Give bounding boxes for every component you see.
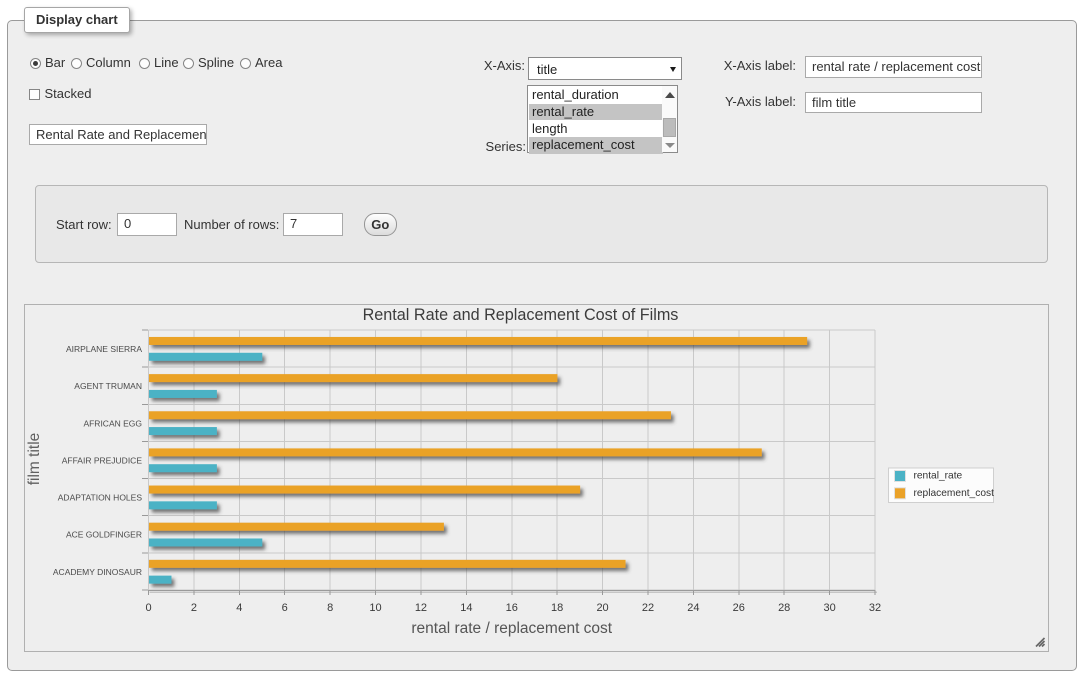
svg-text:18: 18 — [551, 602, 563, 614]
svg-text:8: 8 — [327, 602, 333, 614]
svg-text:32: 32 — [869, 602, 881, 614]
svg-text:10: 10 — [369, 602, 381, 614]
svg-text:20: 20 — [596, 602, 608, 614]
svg-text:replacement_cost: replacement_cost — [914, 488, 995, 499]
svg-text:AIRPLANE SIERRA: AIRPLANE SIERRA — [66, 344, 142, 354]
svg-text:30: 30 — [823, 602, 835, 614]
svg-text:rental rate / replacement cost: rental rate / replacement cost — [411, 620, 612, 637]
svg-text:16: 16 — [506, 602, 518, 614]
svg-text:14: 14 — [460, 602, 472, 614]
svg-text:6: 6 — [282, 602, 288, 614]
svg-text:AFFAIR PREJUDICE: AFFAIR PREJUDICE — [62, 455, 143, 465]
svg-text:0: 0 — [145, 602, 151, 614]
svg-text:rental_rate: rental_rate — [914, 471, 963, 482]
svg-text:26: 26 — [733, 602, 745, 614]
svg-text:24: 24 — [687, 602, 699, 614]
svg-text:AFRICAN EGG: AFRICAN EGG — [83, 418, 142, 428]
svg-text:ADAPTATION HOLES: ADAPTATION HOLES — [58, 493, 143, 503]
svg-text:2: 2 — [191, 602, 197, 614]
svg-text:ACADEMY DINOSAUR: ACADEMY DINOSAUR — [53, 567, 142, 577]
svg-text:Rental Rate and Replacement Co: Rental Rate and Replacement Cost of Film… — [363, 306, 679, 324]
svg-text:ACE GOLDFINGER: ACE GOLDFINGER — [66, 530, 142, 540]
svg-text:4: 4 — [236, 602, 242, 614]
svg-text:AGENT TRUMAN: AGENT TRUMAN — [74, 381, 142, 391]
svg-text:film title: film title — [26, 433, 43, 486]
svg-text:12: 12 — [415, 602, 427, 614]
svg-text:22: 22 — [642, 602, 654, 614]
svg-text:28: 28 — [778, 602, 790, 614]
